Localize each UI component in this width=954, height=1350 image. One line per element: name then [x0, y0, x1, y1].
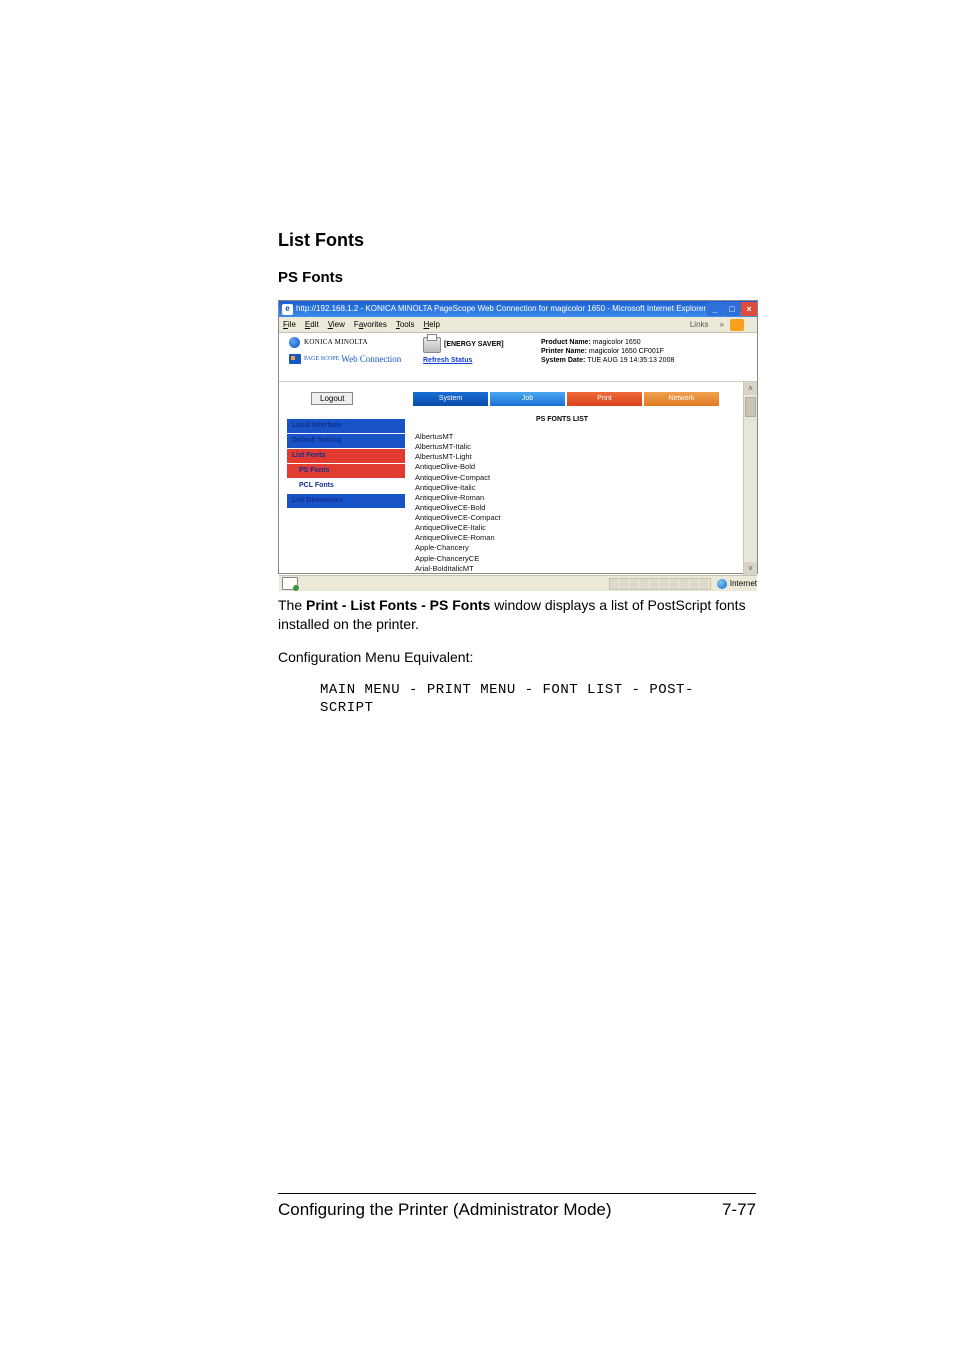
- webconnection-logo: PAGE SCOPE Web Connection: [289, 354, 423, 364]
- font-item: AlbertusMT-Light: [415, 452, 751, 462]
- internet-zone-label: Internet: [730, 579, 757, 588]
- tab-job[interactable]: Job: [490, 392, 565, 406]
- font-item: AlbertusMT: [415, 432, 751, 442]
- pagescope-prefix: PAGE SCOPE: [304, 356, 339, 363]
- refresh-status-link[interactable]: Refresh Status: [423, 357, 541, 365]
- window-min-button[interactable]: _: [707, 302, 723, 316]
- sidebar: Logout Local Interface Default Setting L…: [279, 382, 413, 575]
- sidebar-item-list-fonts[interactable]: List Fonts: [287, 449, 405, 463]
- printer-status-icon: [423, 337, 441, 353]
- scroll-thumb[interactable]: [745, 397, 756, 417]
- ie-statusbar: Internet: [279, 575, 757, 591]
- footer-left: Configuring the Printer (Administrator M…: [278, 1200, 612, 1220]
- menu-favorites[interactable]: Favorites: [354, 320, 387, 329]
- font-item: AntiqueOlive-Bold: [415, 462, 751, 472]
- fonts-list: AlbertusMT AlbertusMT-Italic AlbertusMT-…: [413, 432, 751, 575]
- font-item: AntiqueOlive-Italic: [415, 483, 751, 493]
- toolbar-icon[interactable]: [730, 319, 744, 331]
- system-date-key: System Date:: [541, 357, 585, 364]
- tab-network[interactable]: Network: [644, 392, 719, 406]
- brand-text: KONICA MINOLTA: [304, 338, 368, 346]
- config-menu-path-1: MAIN MENU - PRINT MENU - FONT LIST - POS…: [320, 681, 756, 699]
- printer-name-val: magicolor 1650 CF001F: [589, 348, 664, 355]
- tab-print[interactable]: Print: [567, 392, 642, 406]
- internet-zone-icon: [717, 579, 727, 589]
- scrollbar[interactable]: ˄ ˅: [743, 382, 757, 575]
- status-progress: [609, 578, 711, 590]
- sidebar-item-pcl-fonts[interactable]: PCL Fonts: [287, 479, 405, 493]
- pagescope-icon: [289, 354, 301, 364]
- font-item: Apple-ChanceryCE: [415, 554, 751, 564]
- font-item: AntiqueOliveCE-Compact: [415, 513, 751, 523]
- brand-logo: KONICA MINOLTA: [289, 337, 423, 348]
- font-item: AntiqueOlive-Roman: [415, 493, 751, 503]
- footer-rule: [278, 1193, 756, 1194]
- window-title: http://192.168.1.2 - KONICA MINOLTA Page…: [296, 304, 706, 313]
- font-item: Apple-Chancery: [415, 543, 751, 553]
- desc-bold: Print - List Fonts - PS Fonts: [306, 597, 490, 613]
- window-close-button[interactable]: ×: [741, 302, 757, 316]
- font-item: AntiqueOliveCE-Roman: [415, 533, 751, 543]
- product-name-val: magicolor 1650: [593, 339, 641, 346]
- sidebar-item-ps-fonts[interactable]: PS Fonts: [287, 464, 405, 478]
- page-footer: Configuring the Printer (Administrator M…: [278, 1193, 756, 1220]
- system-date-val: TUE AUG 19 14:35:13 2008: [587, 357, 674, 364]
- links-label[interactable]: Links: [690, 320, 709, 329]
- screenshot-window: e http://192.168.1.2 - KONICA MINOLTA Pa…: [278, 300, 758, 574]
- energy-saver-label: [ENERGY SAVER]: [444, 341, 504, 349]
- ie-menubar: File Edit View Favorites Tools Help Link…: [279, 317, 757, 333]
- font-item: Arial-BoldMT: [415, 574, 751, 575]
- sidebar-item-list-directories[interactable]: List Directories: [287, 494, 405, 508]
- menu-help[interactable]: Help: [424, 320, 440, 329]
- scroll-down-icon[interactable]: ˅: [744, 562, 757, 575]
- footer-right: 7-77: [722, 1200, 756, 1220]
- main-panel: System Job Print Network PS FONTS LIST A…: [413, 382, 757, 575]
- heading-ps-fonts: PS Fonts: [278, 269, 756, 286]
- desc-pre: The: [278, 597, 306, 613]
- description-paragraph: The Print - List Fonts - PS Fonts window…: [278, 596, 756, 634]
- webconnection-text: Web Connection: [341, 354, 401, 364]
- font-item: Arial-BoldItalicMT: [415, 564, 751, 574]
- fonts-list-title: PS FONTS LIST: [413, 416, 751, 424]
- font-item: AntiqueOliveCE-Bold: [415, 503, 751, 513]
- ie-titlebar: e http://192.168.1.2 - KONICA MINOLTA Pa…: [279, 301, 757, 317]
- font-item: AlbertusMT-Italic: [415, 442, 751, 452]
- page-header: KONICA MINOLTA PAGE SCOPE Web Connection…: [279, 333, 757, 382]
- config-menu-label: Configuration Menu Equivalent:: [278, 648, 756, 667]
- brand-globe-icon: [289, 337, 300, 348]
- heading-list-fonts: List Fonts: [278, 230, 756, 251]
- menu-view[interactable]: View: [328, 320, 345, 329]
- scroll-up-icon[interactable]: ˄: [744, 382, 757, 395]
- status-page-icon: [282, 577, 298, 590]
- product-info: Product Name: magicolor 1650 Printer Nam…: [541, 333, 674, 381]
- font-item: AntiqueOlive-Compact: [415, 473, 751, 483]
- ie-icon: e: [282, 304, 293, 315]
- config-menu-path-2: SCRIPT: [320, 699, 756, 717]
- window-max-button[interactable]: □: [724, 302, 740, 316]
- product-name-key: Product Name:: [541, 339, 591, 346]
- links-chevron-icon: »: [720, 320, 724, 329]
- printer-name-key: Printer Name:: [541, 348, 587, 355]
- sidebar-item-default-setting[interactable]: Default Setting: [287, 434, 405, 448]
- logout-button[interactable]: Logout: [311, 392, 353, 405]
- menu-tools[interactable]: Tools: [396, 320, 415, 329]
- sidebar-item-local-interface[interactable]: Local Interface: [287, 419, 405, 433]
- menu-edit[interactable]: Edit: [305, 320, 319, 329]
- font-item: AntiqueOliveCE-Italic: [415, 523, 751, 533]
- menu-file[interactable]: File: [283, 320, 296, 329]
- tab-system[interactable]: System: [413, 392, 488, 406]
